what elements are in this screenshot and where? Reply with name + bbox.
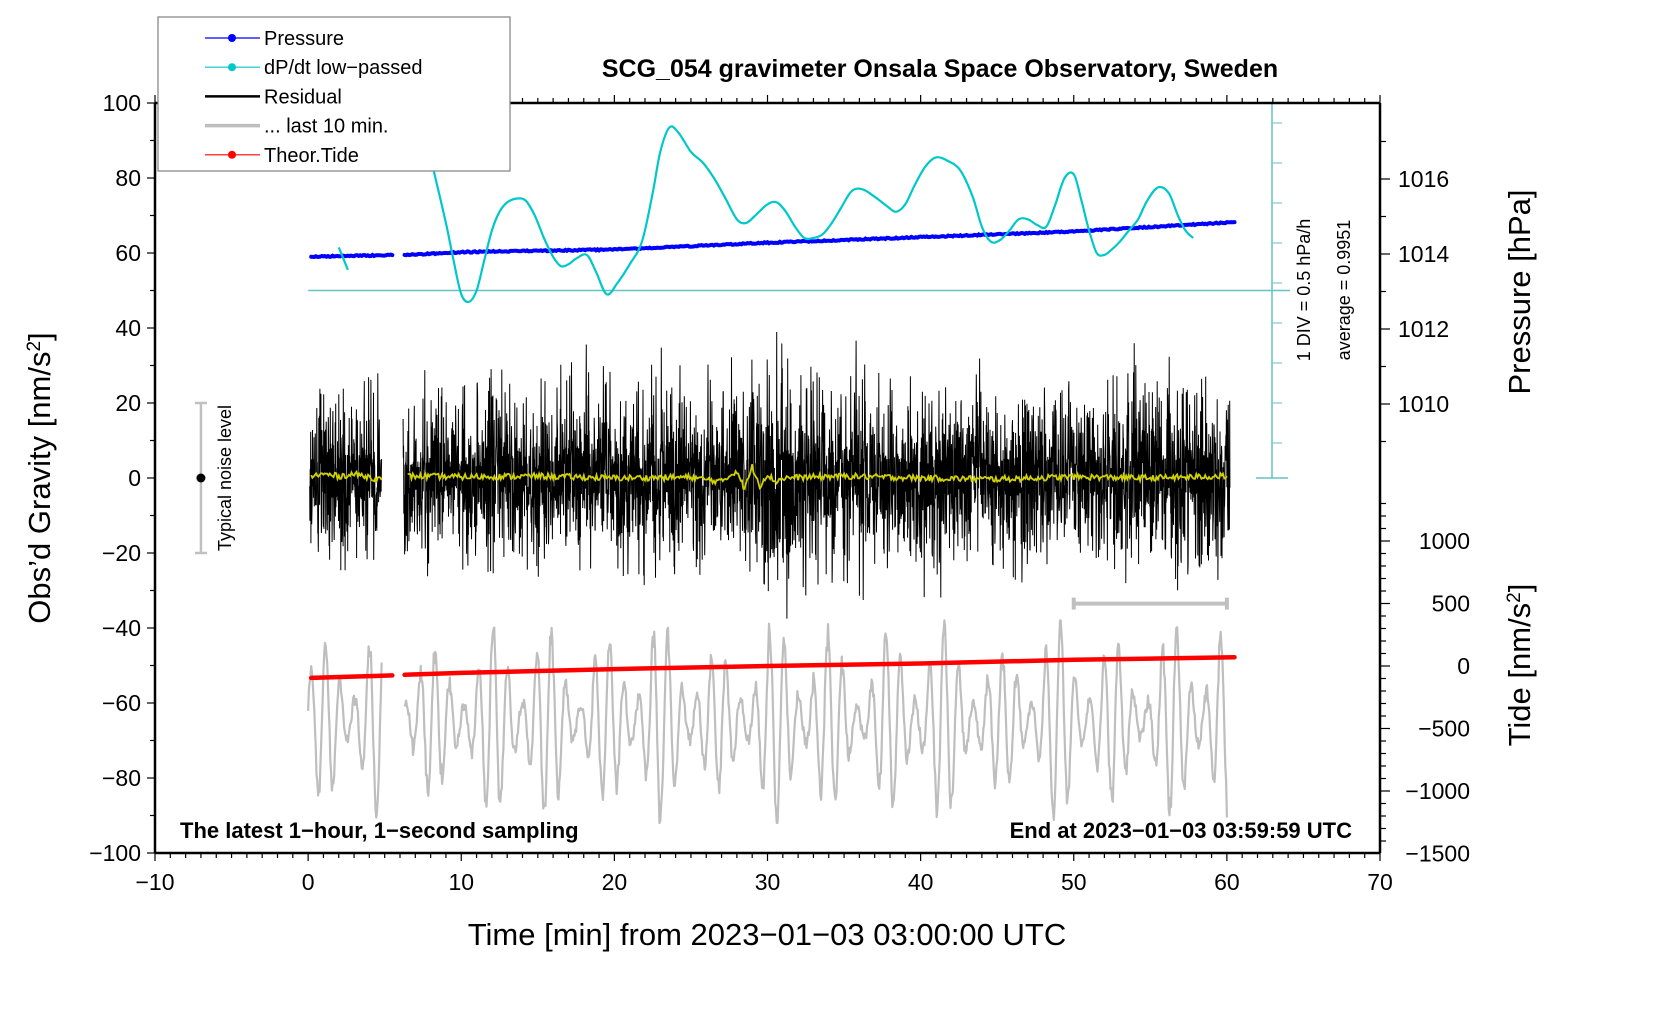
pressure-tick-label: 1010 [1398, 391, 1449, 417]
chart-title: SCG_054 gravimeter Onsala Space Observat… [602, 55, 1278, 83]
legend-item: dP/dt low−passed [205, 57, 422, 79]
x-tick-label: 40 [908, 869, 934, 895]
tide-axis-title-base: Tide [nm/s [1502, 603, 1537, 747]
x-tick-label: 70 [1367, 869, 1393, 895]
y-left-tick-label: −20 [102, 540, 141, 566]
last-10-min-segment-0 [307, 641, 383, 819]
series-residual [309, 331, 1231, 619]
tide-segment-0 [308, 673, 395, 681]
y-left-axis-title-sup: 2 [24, 341, 45, 352]
tide-tick-label: −1500 [1405, 841, 1470, 867]
series-dpdt [337, 125, 1194, 304]
legend-item: ... last 10 min. [205, 116, 389, 138]
legend-marker [228, 150, 236, 159]
y-left-tick-label: −80 [102, 765, 141, 791]
annotation-noise-level: Typical noise level [215, 405, 235, 551]
annotation-latest-hour: The latest 1−hour, 1−second sampling [180, 818, 579, 843]
residual-lowpassed-segment-1 [407, 464, 1228, 491]
series-theor-tide [308, 655, 1237, 681]
legend-label: Residual [264, 86, 342, 108]
legend-label: ... last 10 min. [264, 116, 389, 138]
tide-tick-label: 1000 [1419, 528, 1470, 554]
y-left-tick-label: 40 [115, 315, 141, 341]
x-tick-label: 0 [302, 869, 315, 895]
pressure-axis-title: Pressure [hPa] [1502, 189, 1537, 394]
legend-item: Pressure [205, 28, 344, 50]
legend-marker [228, 34, 236, 42]
series-pressure [309, 220, 1237, 260]
y-left-tick-label: −40 [102, 615, 141, 641]
last-10-min-segment-1 [403, 619, 1228, 825]
tide-axis-title-sup: 2 [1504, 592, 1525, 603]
y-left-axis-title-end: ] [22, 332, 57, 341]
x-tick-label: 10 [448, 869, 474, 895]
tide-tick-label: −1000 [1405, 778, 1470, 804]
pressure-tick-label: 1014 [1398, 241, 1449, 267]
noise-level-indicator [194, 401, 207, 555]
dpdt-segment-1 [432, 125, 1194, 304]
noise-level-center-dot [196, 473, 206, 483]
dpdt-segment-0 [337, 246, 349, 271]
annotation-dpdt-average: average = 0.9951 [1334, 220, 1354, 361]
dpdt-reference [308, 103, 1290, 479]
legend: Pressure dP/dt low−passed Residual ... last… [157, 16, 511, 172]
legend-item: Residual [205, 86, 342, 108]
legend-item: Theor.Tide [205, 145, 359, 167]
y-left-tick-label: −60 [102, 690, 141, 716]
legend-label: Theor.Tide [264, 145, 359, 167]
residual-segment-0 [309, 373, 383, 571]
tide-tick-label: 0 [1457, 653, 1470, 679]
last-10-min-span [1071, 597, 1229, 610]
annotation-dpdt-scale: 1 DIV = 0.5 hPa/h [1294, 219, 1314, 362]
y-left-tick-label: 20 [115, 390, 141, 416]
legend-label: Pressure [264, 28, 344, 50]
tide-axis-title: Tide [nm/s2] [1502, 584, 1537, 747]
residual-lowpassed-segment-0 [310, 469, 383, 484]
series-last-10-min [307, 619, 1228, 825]
legend-marker [228, 63, 236, 72]
y-left-axis-title-base: Obs’d Gravity [nm/s [22, 352, 57, 624]
x-axis-title: Time [min] from 2023−01−03 03:00:00 UTC [468, 917, 1067, 952]
x-tick-label: 60 [1214, 869, 1240, 895]
y-left-tick-label: 80 [115, 165, 141, 191]
y-left-tick-label: 0 [128, 465, 141, 491]
x-tick-label: −10 [135, 869, 174, 895]
legend-box [157, 16, 511, 172]
pressure-segment-0 [309, 252, 395, 260]
tide-tick-label: −500 [1418, 716, 1470, 742]
x-tick-label: 50 [1061, 869, 1087, 895]
tide-segment-1 [402, 655, 1237, 678]
y-left-tick-label: 100 [103, 90, 141, 116]
x-tick-label: 30 [755, 869, 781, 895]
pressure-segment-1 [402, 220, 1237, 258]
tide-tick-label: 500 [1432, 591, 1470, 617]
pressure-tick-label: 1012 [1398, 316, 1449, 342]
pressure-tick-label: 1016 [1398, 166, 1449, 192]
legend-label: dP/dt low−passed [264, 57, 422, 79]
tide-axis-title-end: ] [1502, 584, 1537, 593]
series-residual-lowpassed [310, 464, 1228, 491]
annotation-end-time: End at 2023−01−03 03:59:59 UTC [1010, 818, 1353, 843]
y-left-tick-label: −100 [89, 840, 141, 866]
residual-segment-1 [402, 331, 1231, 619]
y-left-tick-label: 60 [115, 240, 141, 266]
y-left-axis-title: Obs’d Gravity [nm/s2] [22, 332, 57, 623]
x-tick-label: 20 [602, 869, 628, 895]
